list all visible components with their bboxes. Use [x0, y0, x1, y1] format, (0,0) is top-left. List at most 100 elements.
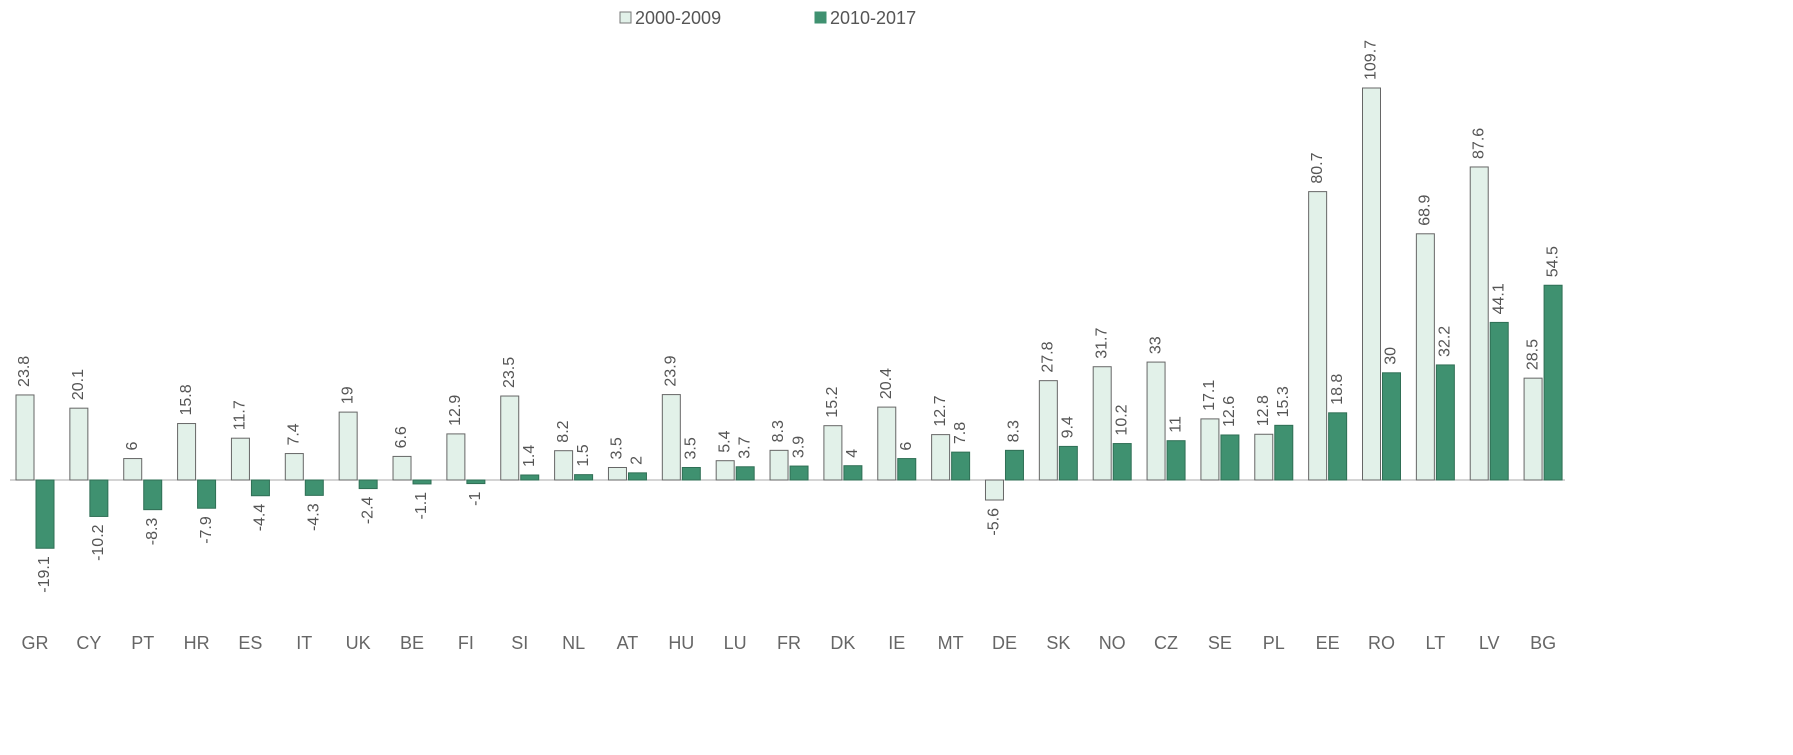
- value-label: -5.6: [986, 508, 1003, 536]
- value-label: 8.2: [555, 420, 572, 442]
- bar: [177, 423, 197, 481]
- bar: [823, 425, 843, 481]
- value-label: 28.5: [1524, 339, 1541, 370]
- value-label: 12.6: [1221, 396, 1238, 427]
- x-tick-label: CZ: [1154, 633, 1178, 653]
- x-tick-label: EE: [1316, 633, 1340, 653]
- value-label: 80.7: [1309, 152, 1326, 183]
- bar: [1415, 233, 1435, 481]
- bar: [627, 472, 647, 481]
- bar: [230, 437, 250, 481]
- bar: [1523, 377, 1543, 481]
- bar: [554, 450, 574, 481]
- value-label: -4.3: [306, 503, 323, 531]
- bar: [681, 466, 701, 481]
- legend-label: 2000-2009: [635, 8, 721, 28]
- value-label: 2: [629, 456, 646, 465]
- value-label: 20.4: [878, 368, 895, 399]
- value-label: 15.8: [178, 384, 195, 415]
- bar: [284, 453, 304, 481]
- x-tick-label: HU: [668, 633, 694, 653]
- bar: [607, 466, 627, 481]
- value-label: 8.3: [1006, 420, 1023, 442]
- value-label: 12.9: [447, 395, 464, 426]
- value-label: 1.4: [521, 445, 538, 467]
- bar: [1543, 284, 1563, 481]
- x-tick-label: GR: [22, 633, 49, 653]
- value-label: 7.8: [952, 422, 969, 444]
- value-label: -2.4: [359, 496, 376, 524]
- value-label: 23.8: [16, 356, 33, 387]
- value-label: 7.4: [286, 423, 303, 445]
- bar: [1254, 433, 1274, 481]
- bar: [877, 406, 897, 481]
- bar: [197, 479, 217, 509]
- value-label: 10.2: [1113, 404, 1130, 435]
- value-label: 3.5: [683, 437, 700, 459]
- x-tick-label: IT: [296, 633, 312, 653]
- bar: [1274, 424, 1294, 481]
- x-tick-label: HR: [184, 633, 210, 653]
- x-tick-label: LU: [724, 633, 747, 653]
- bar: [843, 465, 863, 481]
- x-tick-label: DK: [830, 633, 855, 653]
- value-label: 17.1: [1201, 380, 1218, 411]
- x-tick-label: LT: [1426, 633, 1446, 653]
- value-label: -1.1: [413, 492, 430, 520]
- value-label: 15.3: [1275, 386, 1292, 417]
- value-label: 15.2: [824, 386, 841, 417]
- value-label: 31.7: [1093, 327, 1110, 358]
- value-label: 27.8: [1040, 341, 1057, 372]
- value-label: -10.2: [90, 524, 107, 561]
- bar: [15, 394, 35, 481]
- bar: [500, 395, 520, 481]
- value-label: 6: [124, 442, 141, 451]
- bar: [89, 479, 109, 517]
- bar: [69, 407, 89, 481]
- value-label: 3.9: [790, 436, 807, 458]
- x-tick-label: BG: [1530, 633, 1556, 653]
- value-label: 23.5: [501, 357, 518, 388]
- bar: [931, 434, 951, 481]
- value-label: 6: [898, 442, 915, 451]
- value-label: 23.9: [663, 355, 680, 386]
- bar: [1038, 380, 1058, 481]
- bar: [897, 458, 917, 481]
- x-tick-label: MT: [938, 633, 964, 653]
- x-tick-label: CY: [76, 633, 101, 653]
- value-label: 3.5: [609, 437, 626, 459]
- bar: [250, 479, 270, 497]
- value-label: 20.1: [70, 369, 87, 400]
- bar: [1146, 361, 1166, 481]
- value-label: 44.1: [1490, 283, 1507, 314]
- value-label: 3.7: [736, 436, 753, 458]
- bar: [1112, 443, 1132, 481]
- x-tick-label: SE: [1208, 633, 1232, 653]
- bar: [1435, 364, 1455, 481]
- value-label: 12.8: [1255, 395, 1272, 426]
- value-label: 54.5: [1544, 246, 1561, 277]
- x-tick-label: FR: [777, 633, 801, 653]
- x-tick-label: ES: [238, 633, 262, 653]
- value-label: 9.4: [1060, 416, 1077, 438]
- bar: [466, 479, 486, 485]
- value-label: 5.4: [716, 430, 733, 452]
- bar: [123, 458, 143, 481]
- value-label: -4.4: [252, 504, 269, 532]
- x-tick-label: AT: [617, 633, 639, 653]
- bar: [446, 433, 466, 481]
- value-label: 11.7: [232, 400, 249, 430]
- bar: [338, 411, 358, 481]
- bar: [520, 474, 540, 481]
- x-tick-label: PL: [1263, 633, 1285, 653]
- bar: [1220, 434, 1240, 481]
- x-tick-label: NO: [1099, 633, 1126, 653]
- bar: [1092, 366, 1112, 481]
- bar: [769, 449, 789, 481]
- bar: [392, 455, 412, 481]
- bar: [1004, 449, 1024, 481]
- bar: [574, 474, 594, 481]
- bar: [1382, 372, 1401, 481]
- bar: [789, 465, 809, 481]
- bar: [661, 394, 681, 481]
